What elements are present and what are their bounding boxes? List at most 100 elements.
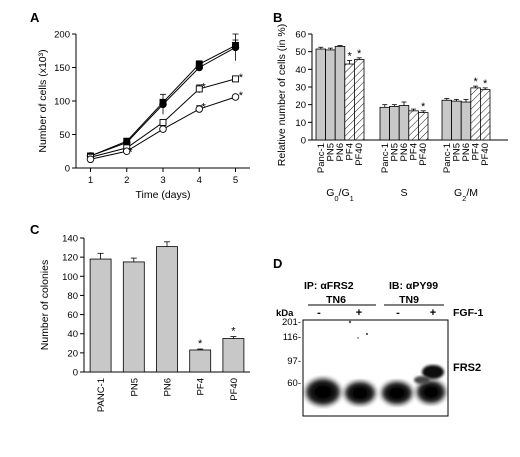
panel-b-y-tick-label: 0 xyxy=(301,136,306,147)
blot-kda-label: kDa xyxy=(276,308,294,319)
blot-lane-4-sign: + xyxy=(430,307,436,319)
panel-b-bar-label: PN6 xyxy=(461,143,472,161)
panel-c-x-tick-label: PN6 xyxy=(163,378,174,396)
panel-b-bar-label: PN5 xyxy=(325,143,336,161)
panel-b-group-label-text: G xyxy=(454,187,462,199)
blot-speck xyxy=(348,320,352,324)
blot-marker-60: 60- xyxy=(287,378,301,389)
blot-lane-3-sign: - xyxy=(396,307,400,319)
panel-c-significance-star: * xyxy=(198,338,203,350)
panel-b-group-label-subscript: 1 xyxy=(350,194,354,203)
blot-band-lane-4 xyxy=(416,380,446,404)
panel-a-significance-star: * xyxy=(128,146,133,158)
panel-b-y-tick-label: 30 xyxy=(295,83,306,94)
panel-a-significance-star: * xyxy=(201,101,206,113)
panel-c-y-tick-label: 120 xyxy=(62,253,78,264)
panel-c-y-tick-label: 60 xyxy=(67,310,78,321)
panel-c-x-tick-label: PANC-1 xyxy=(96,378,107,412)
panel-a-x-tick-label: 5 xyxy=(233,175,238,186)
panel-a-data-point xyxy=(159,100,167,109)
panel-b-bar-label: PN5 xyxy=(389,143,400,161)
panel-c-bar xyxy=(189,349,212,373)
panel-a-y-tick-label: 50 xyxy=(59,130,70,141)
panel-a-x-tick-label: 1 xyxy=(88,175,93,186)
panel-a-line-chart: Number of cells (x10³) Time (days) 0 50 10… xyxy=(37,30,250,201)
panel-b-bar xyxy=(379,106,391,141)
blot-frs2-band-faint xyxy=(414,376,430,384)
panel-b-y-tick-label: 10 xyxy=(295,118,306,129)
panel-b-bar-chart: Relative number of cells (in %) 01020304… xyxy=(276,24,508,203)
panel-b-y-axis-label: Relative number of cells (in %) xyxy=(276,24,288,166)
panel-c-bar xyxy=(156,246,178,373)
panel-b-significance-star: * xyxy=(473,76,478,88)
panel-b-bar-label: Panc-1 xyxy=(442,143,453,173)
panel-b-group-label: G0/G1 xyxy=(326,187,354,203)
panel-b-bar xyxy=(408,110,419,141)
panel-b-group-label-text: G xyxy=(341,187,349,199)
panel-c-y-tick-label: 140 xyxy=(62,234,78,245)
panel-c-y-tick-label: 20 xyxy=(67,348,78,359)
panel-b-bar-label: PN6 xyxy=(399,143,410,161)
panel-label-c: C xyxy=(30,222,40,237)
panel-a-data-point xyxy=(159,118,167,126)
panel-c-x-tick-label: PN5 xyxy=(129,378,140,396)
panel-a-x-tick-label: 4 xyxy=(197,175,202,186)
panel-c-y-axis-label: Number of colonies xyxy=(39,260,51,350)
panel-b-y-tick-label: 20 xyxy=(295,100,306,111)
panel-b-bar xyxy=(460,101,472,141)
panel-b-y-tick-label: 40 xyxy=(295,65,306,76)
panel-b-bar-label: Panc-1 xyxy=(316,143,327,173)
panel-b-bar xyxy=(334,45,346,141)
panel-b-bar-label: PF40 xyxy=(418,143,429,166)
panel-c-y-tick-label: 100 xyxy=(62,272,78,283)
panel-b-significance-star: * xyxy=(483,78,488,90)
panel-c-y-tick-label: 80 xyxy=(67,291,78,302)
blot-speck xyxy=(365,332,369,336)
panel-a-significance-star: * xyxy=(239,72,244,84)
blot-band-lane-1 xyxy=(305,378,341,406)
panel-a-significance-star: * xyxy=(201,81,206,93)
panel-b-group-label-subscript: 2 xyxy=(462,194,466,203)
panel-b-group-label: G2/M xyxy=(454,187,478,203)
panel-b-y-tick-label: 50 xyxy=(295,47,306,58)
blot-marker-201: 201- xyxy=(282,317,301,328)
panel-b-bar-label: PF4 xyxy=(471,143,482,160)
panel-a-x-tick-label: 2 xyxy=(124,175,129,186)
blot-lane-1-sign: - xyxy=(317,307,321,319)
panel-a-y-tick-label: 200 xyxy=(54,30,70,41)
panel-a-data-point xyxy=(122,147,131,155)
blot-tn9-label: TN9 xyxy=(399,294,419,306)
blot-frs2-label: FRS2 xyxy=(453,362,481,374)
panel-a-data-point xyxy=(231,43,240,52)
panel-c-x-tick-label: PF40 xyxy=(229,378,240,401)
blot-ip-label: IP: αFRS2 xyxy=(304,280,354,292)
panel-a-y-tick-label: 150 xyxy=(54,63,70,74)
panel-label-d: D xyxy=(273,256,282,271)
panel-a-data-point xyxy=(195,105,203,113)
panel-a-y-tick-label: 100 xyxy=(54,97,70,108)
panel-b-bar-label: PF40 xyxy=(480,143,491,166)
panel-a-data-point xyxy=(195,63,203,72)
panel-a-series-line xyxy=(90,78,236,158)
panel-b-bar-label: PN6 xyxy=(335,143,346,161)
panel-b-significance-star: * xyxy=(347,51,352,63)
blot-marker-116: 116- xyxy=(283,332,301,343)
panel-a-data-point xyxy=(232,75,239,83)
panel-b-bar xyxy=(479,89,491,141)
panel-b-significance-star: * xyxy=(421,101,426,113)
blot-lane-2-sign: + xyxy=(356,307,362,319)
panel-b-group-label-subscript: 0 xyxy=(334,194,338,203)
panel-b-bar xyxy=(325,49,336,141)
blot-tn6-label: TN6 xyxy=(326,294,346,306)
blot-ib-label: IB: αPY99 xyxy=(389,280,438,292)
panel-a-data-point xyxy=(231,93,240,101)
blot-frs2-band xyxy=(422,365,444,379)
panel-b-group-label-text: G xyxy=(326,187,334,199)
panel-a-x-axis-label: Time (days) xyxy=(135,189,190,201)
panel-c-bar-chart: Number of colonies 0 20 40 60 80 100 120 140 PAN… xyxy=(39,234,250,412)
panel-a-y-tick-label: 0 xyxy=(65,164,70,175)
panel-a-data-point xyxy=(86,155,95,164)
panel-b-group-label-text: / xyxy=(339,187,342,199)
panel-b-bar xyxy=(353,59,365,141)
